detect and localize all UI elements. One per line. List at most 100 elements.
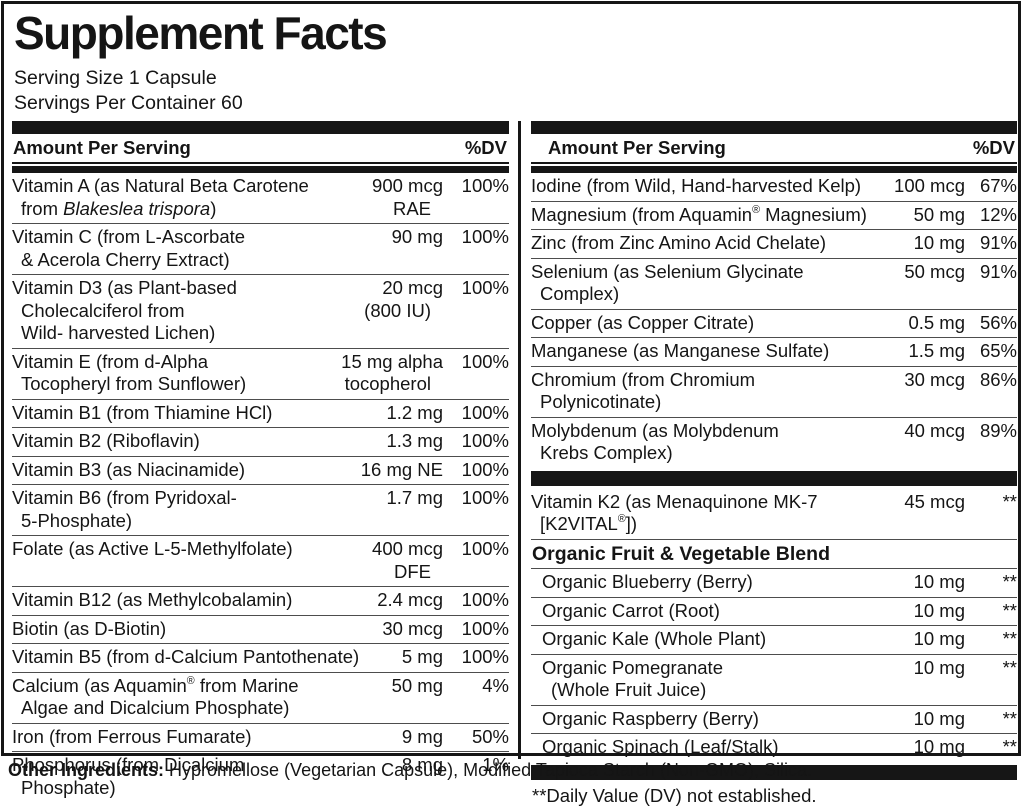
dv-label: %DV bbox=[973, 137, 1015, 159]
nutrient-dv: 67% bbox=[973, 175, 1017, 198]
nutrient-name: Iron (from Ferrous Fumarate) bbox=[12, 726, 392, 749]
amount-per-serving-label: Amount Per Serving bbox=[548, 137, 726, 159]
nutrient-name: Iodine (from Wild, Hand-harvested Kelp) bbox=[531, 175, 886, 198]
nutrient-name: Organic Carrot (Root) bbox=[531, 600, 906, 623]
amount-per-serving-label: Amount Per Serving bbox=[13, 137, 191, 159]
header-underbar bbox=[531, 166, 1017, 173]
nutrient-dv: 65% bbox=[973, 340, 1017, 363]
other-ingredients-label: Other Ingredients: bbox=[8, 760, 164, 780]
nutrient-amount: 10 mg bbox=[914, 708, 965, 731]
nutrient-amount: 30 mcg bbox=[382, 618, 443, 641]
nutrient-dv: 50% bbox=[453, 726, 509, 749]
nutrient-amount: 50 mg bbox=[914, 204, 965, 227]
column-header: Amount Per Serving %DV bbox=[12, 134, 509, 164]
nutrient-row: Organic Pomegranate(Whole Fruit Juice)10… bbox=[531, 654, 1017, 705]
nutrient-row: Organic Blueberry (Berry) 10 mg ** bbox=[531, 568, 1017, 597]
nutrient-dv: 4% bbox=[453, 675, 509, 720]
column-header: Amount Per Serving %DV bbox=[531, 134, 1017, 164]
nutrient-name: Vitamin B3 (as Niacinamide) bbox=[12, 459, 351, 482]
nutrient-name: Vitamin B1 (from Thiamine HCl) bbox=[12, 402, 376, 425]
nutrient-amount: 30 mcg bbox=[904, 369, 965, 414]
nutrient-row: Vitamin C (from L-Ascorbate& Acerola Che… bbox=[12, 223, 509, 274]
nutrient-dv: 56% bbox=[973, 312, 1017, 335]
header-underbar bbox=[12, 166, 509, 173]
nutrient-dv: 100% bbox=[453, 175, 509, 220]
nutrient-name: Vitamin B6 (from Pyridoxal-5-Phosphate) bbox=[12, 487, 376, 532]
nutrient-dv: ** bbox=[973, 736, 1017, 759]
nutrient-dv: 100% bbox=[453, 351, 509, 396]
nutrient-row: Zinc (from Zinc Amino Acid Chelate) 10 mg… bbox=[531, 229, 1017, 258]
nutrient-amount: 10 mg bbox=[914, 571, 965, 594]
serving-info: Serving Size 1 Capsule Servings Per Cont… bbox=[14, 66, 243, 115]
nutrient-dv: ** bbox=[973, 571, 1017, 594]
header-bar bbox=[12, 121, 509, 134]
nutrient-name: Biotin (as D-Biotin) bbox=[12, 618, 372, 641]
nutrient-amount: 10 mg bbox=[914, 628, 965, 651]
nutrient-amount: 0.5 mg bbox=[908, 312, 965, 335]
nutrient-amount: 16 mg NE bbox=[361, 459, 443, 482]
nutrient-rows-right: Iodine (from Wild, Hand-harvested Kelp) 1… bbox=[531, 173, 1017, 810]
nutrient-amount: 2.4 mcg bbox=[377, 589, 443, 612]
nutrient-amount: 1.2 mg bbox=[386, 402, 443, 425]
nutrient-amount: 20 mcg(800 IU) bbox=[364, 277, 443, 345]
nutrient-amount: 50 mg bbox=[392, 675, 443, 720]
nutrient-row: Organic Kale (Whole Plant)10 mg** bbox=[531, 625, 1017, 654]
blend-heading: Organic Fruit & Vegetable Blend bbox=[531, 539, 1017, 569]
nutrient-dv: 100% bbox=[453, 589, 509, 612]
nutrient-dv: 100% bbox=[453, 226, 509, 271]
nutrient-dv: ** bbox=[973, 628, 1017, 651]
nutrient-name: Zinc (from Zinc Amino Acid Chelate) bbox=[531, 232, 906, 255]
nutrient-row: Organic Spinach (Leaf/Stalk) 10 mg ** bbox=[531, 733, 1017, 762]
nutrient-name: Organic Blueberry (Berry) bbox=[531, 571, 906, 594]
nutrient-dv: 100% bbox=[453, 618, 509, 641]
nutrient-row: Organic Raspberry (Berry) 10 mg ** bbox=[531, 705, 1017, 734]
right-column: Amount Per Serving %DV Iodine (from Wild… bbox=[531, 121, 1017, 810]
nutrient-name: Vitamin B2 (Riboflavin) bbox=[12, 430, 376, 453]
nutrient-dv: 100% bbox=[453, 277, 509, 345]
nutrient-dv: ** bbox=[973, 708, 1017, 731]
nutrient-amount: 5 mg bbox=[402, 646, 443, 669]
nutrient-amount: 10 mg bbox=[914, 232, 965, 255]
left-column: Amount Per Serving %DV Vitamin A (as Nat… bbox=[12, 121, 509, 802]
nutrient-dv: 100% bbox=[453, 487, 509, 532]
dv-label: %DV bbox=[465, 137, 507, 159]
section-divider-bar bbox=[531, 471, 1017, 486]
nutrient-dv: 12% bbox=[973, 204, 1017, 227]
nutrient-amount: 1.7 mg bbox=[386, 487, 443, 532]
nutrient-row: Magnesium (from Aquamin® Magnesium)50 mg… bbox=[531, 201, 1017, 230]
serving-size: Serving Size 1 Capsule bbox=[14, 66, 243, 91]
page-title: Supplement Facts bbox=[14, 6, 386, 60]
nutrient-amount: 40 mcg bbox=[904, 420, 965, 465]
nutrient-amount: 1.3 mg bbox=[386, 430, 443, 453]
nutrient-name: Copper (as Copper Citrate) bbox=[531, 312, 900, 335]
nutrient-row: Vitamin K2 (as Menaquinone MK-7[K2VITAL®… bbox=[531, 486, 1017, 539]
header-bar bbox=[531, 121, 1017, 134]
nutrient-name: Organic Spinach (Leaf/Stalk) bbox=[531, 736, 906, 759]
nutrient-row: Folate (as Active L-5-Methylfolate)400 m… bbox=[12, 535, 509, 586]
nutrient-dv: ** bbox=[973, 657, 1017, 702]
nutrient-row: Biotin (as D-Biotin) 30 mcg 100% bbox=[12, 615, 509, 644]
nutrient-name: Organic Raspberry (Berry) bbox=[531, 708, 906, 731]
nutrient-amount: 45 mcg bbox=[904, 491, 965, 536]
dv-footnote: **Daily Value (DV) not established. bbox=[531, 780, 1017, 810]
other-ingredients-text: Hypromellose (Vegetarian Capsule), Modif… bbox=[164, 760, 812, 780]
nutrient-amount: 10 mg bbox=[914, 736, 965, 759]
nutrient-dv: 91% bbox=[973, 261, 1017, 306]
nutrient-name: Folate (as Active L-5-Methylfolate) bbox=[12, 538, 362, 583]
